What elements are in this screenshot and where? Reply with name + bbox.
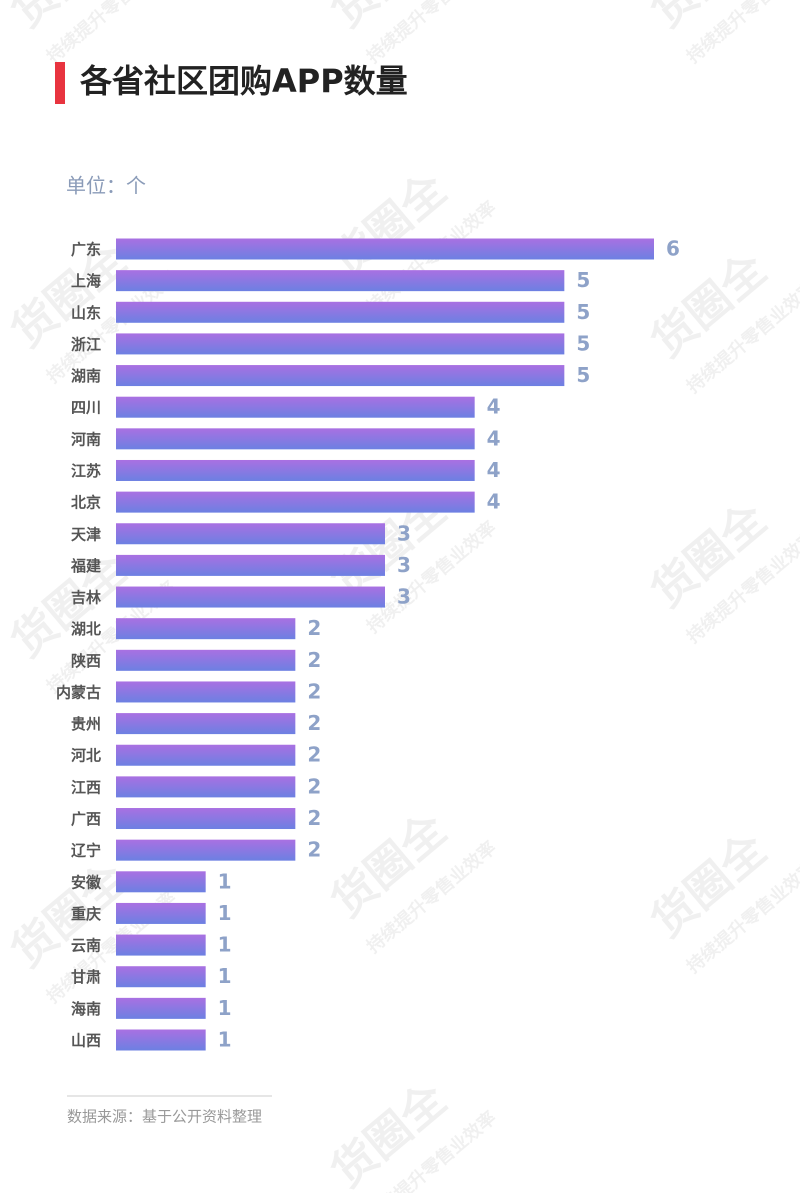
value-label: 6 [666,237,680,261]
value-label: 5 [576,363,590,387]
value-label: 2 [307,616,321,640]
category-label: 湖北 [71,620,101,638]
category-label: 北京 [71,494,101,512]
category-label: 吉林 [71,589,102,607]
watermark-text: 货圈全 [642,823,777,948]
chart-title: 各省社区团购APP数量 [80,62,408,100]
value-label: 3 [397,585,411,609]
value-label: 1 [218,869,232,893]
category-label: 上海 [71,272,101,290]
category-label: 四川 [71,399,101,417]
value-label: 1 [218,901,232,925]
bar [116,428,475,450]
watermark-text: 货圈全 [322,163,457,288]
category-label: 贵州 [71,715,101,733]
bar [116,839,296,861]
category-label: 山东 [71,304,101,322]
bar [116,744,296,766]
value-label: 5 [576,331,590,355]
category-label: 安徽 [71,873,102,891]
category-label: 江苏 [71,462,101,480]
bar [116,270,565,292]
category-label: 内蒙古 [56,683,101,701]
value-label: 2 [307,648,321,672]
value-label: 1 [218,964,232,988]
bar [116,554,385,576]
bar [116,1029,206,1051]
category-label: 浙江 [71,335,101,353]
value-label: 3 [397,553,411,577]
bar [116,966,206,988]
value-label: 3 [397,521,411,545]
category-label: 甘肃 [71,968,101,986]
category-label: 河南 [71,430,101,448]
bar [116,238,654,260]
category-label: 重庆 [71,905,101,923]
value-label: 2 [307,679,321,703]
bar [116,365,565,387]
category-label: 辽宁 [71,842,101,860]
watermark-text: 货圈全 [642,493,777,618]
value-label: 2 [307,806,321,830]
category-label: 云南 [71,937,101,955]
bar [116,776,296,798]
bar [116,333,565,355]
unit-label: 单位：个 [66,174,146,198]
value-label: 4 [487,490,501,514]
category-label: 广东 [71,241,101,259]
value-label: 1 [218,933,232,957]
category-label: 福建 [70,557,102,575]
bar [116,586,385,608]
value-label: 2 [307,774,321,798]
value-label: 4 [487,458,501,482]
category-label: 河北 [71,747,101,765]
bar [116,523,385,545]
source-text: 数据来源：基于公开资料整理 [67,1108,262,1126]
watermark-text: 货圈全 [642,243,777,368]
category-label: 天津 [71,525,101,543]
category-label: 山西 [71,1032,101,1050]
bar [116,808,296,830]
bar [116,871,206,893]
bar [116,301,565,323]
bar [116,713,296,735]
bar [116,396,475,418]
value-label: 2 [307,838,321,862]
value-label: 5 [576,300,590,324]
value-label: 4 [487,395,501,419]
bar [116,902,206,924]
bar [116,681,296,703]
category-label: 湖南 [71,367,101,385]
category-label: 江西 [71,778,101,796]
category-label: 海南 [71,1000,101,1018]
bar [116,459,475,481]
value-label: 2 [307,743,321,767]
category-label: 陕西 [71,652,101,670]
value-label: 1 [218,1028,232,1052]
bar [116,934,206,956]
bar [116,491,475,513]
value-label: 2 [307,711,321,735]
category-label: 广西 [71,810,101,828]
value-label: 5 [576,268,590,292]
bar [116,618,296,640]
value-label: 1 [218,996,232,1020]
watermark-text: 货圈全 [322,803,457,928]
bar [116,997,206,1019]
bar [116,649,296,671]
title-accent [55,62,65,104]
value-label: 4 [487,426,501,450]
